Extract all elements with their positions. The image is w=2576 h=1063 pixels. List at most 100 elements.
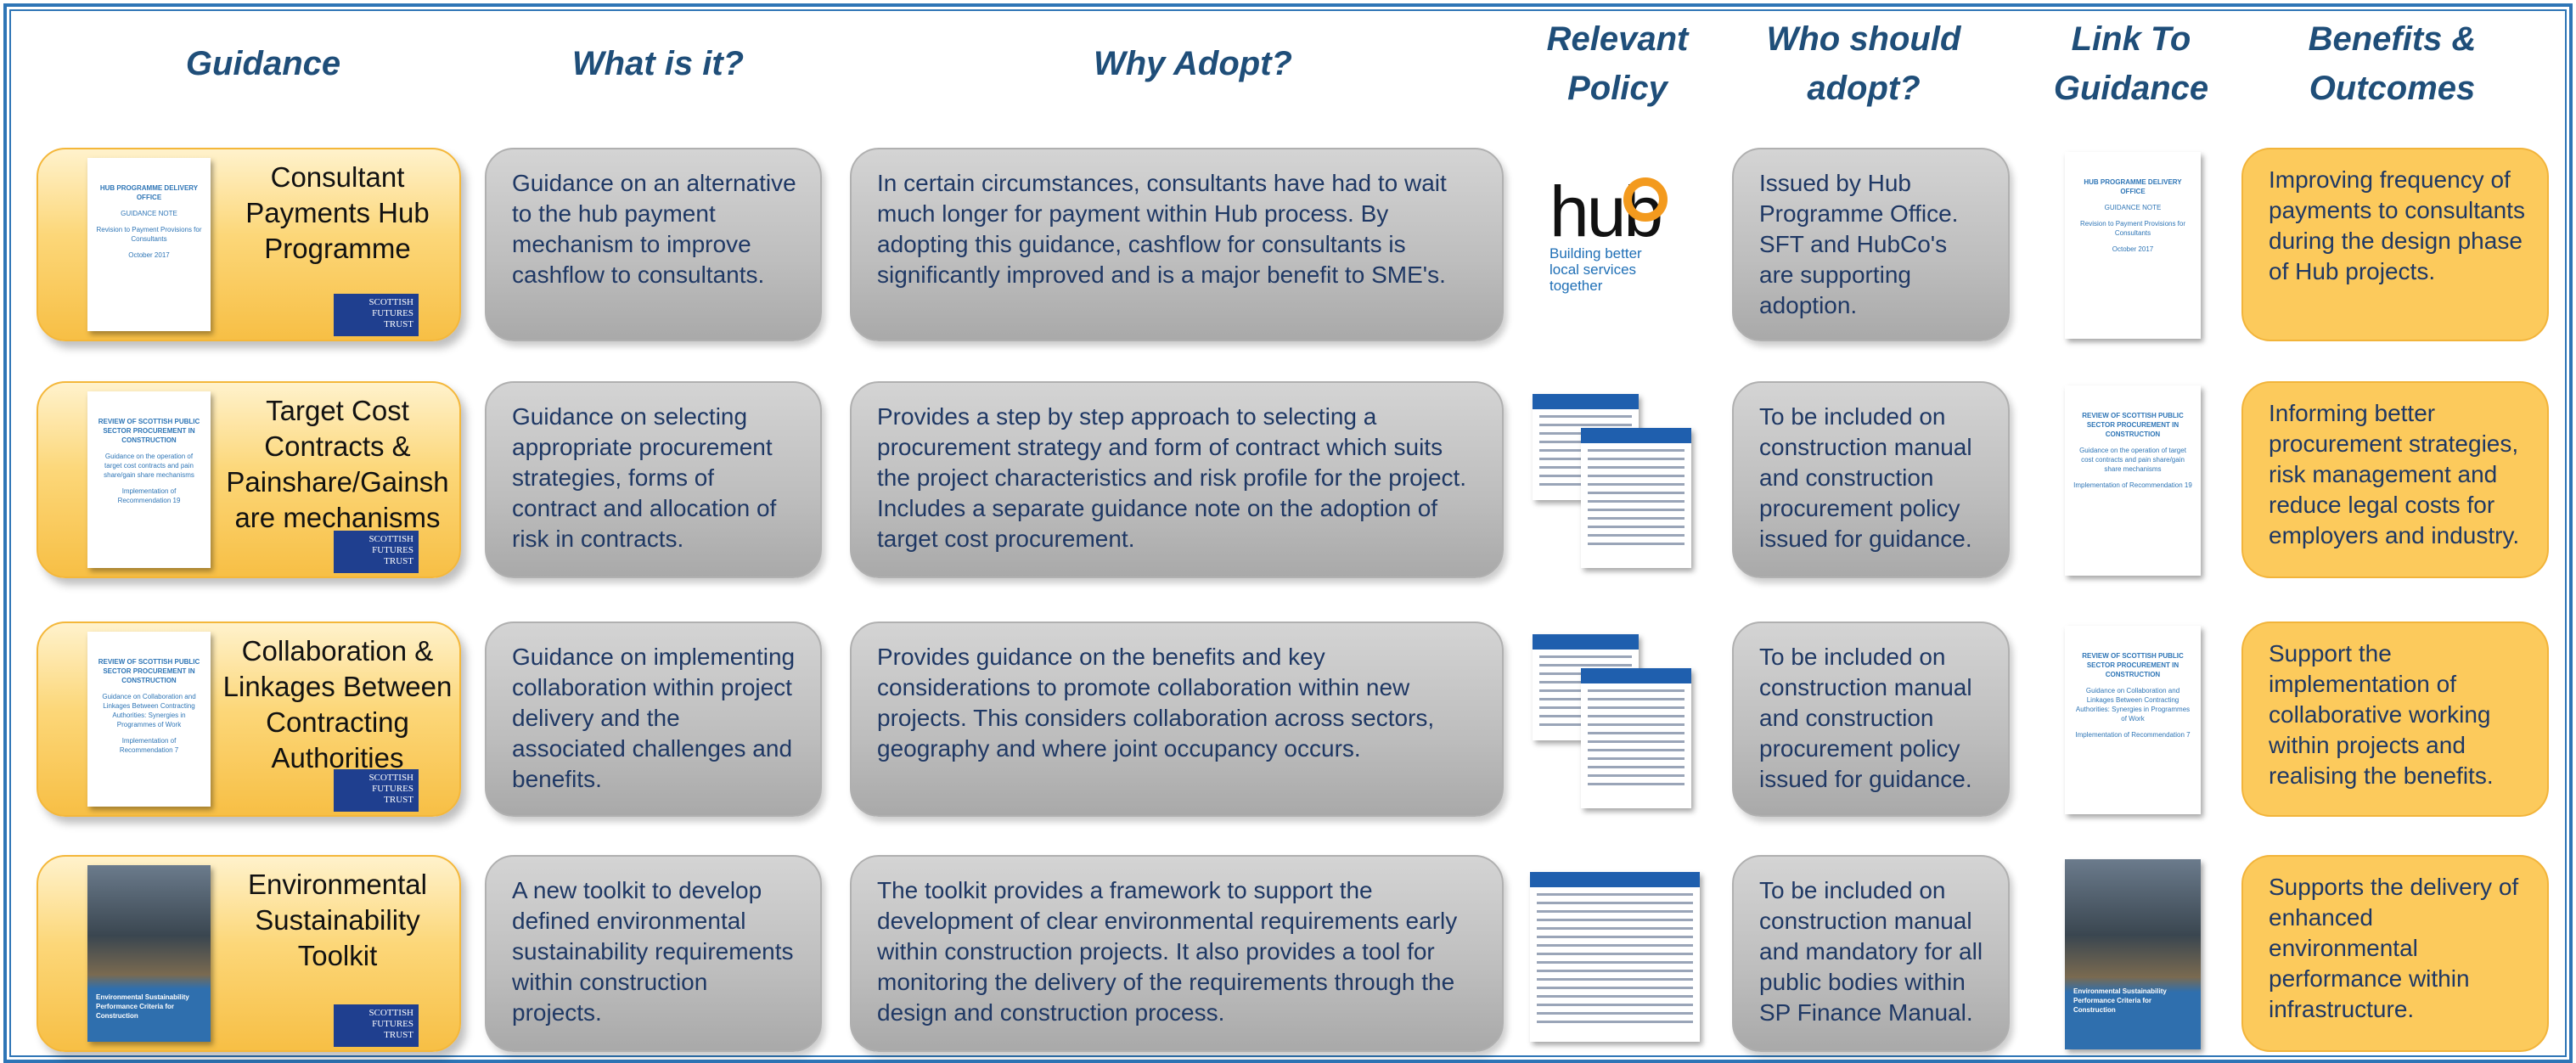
document-cover: HUB PROGRAMME DELIVERY OFFICE GUIDANCE NO…: [2065, 152, 2201, 339]
doc-line: [1537, 902, 1693, 904]
document-cover: Environmental Sustainability Performance…: [2065, 859, 2201, 1049]
doc-line: [1539, 424, 1632, 426]
hub-tagline: Building better local services together: [1550, 245, 1642, 294]
frame: [3, 3, 2573, 1063]
who-text: Issued by Hub Programme Office. SFT and …: [1759, 170, 1959, 318]
logo-text: TRUST: [384, 319, 413, 329]
cover-text: REVIEW OF SCOTTISH PUBLIC SECTOR PROCURE…: [2082, 412, 2184, 438]
doc-line: [1537, 1021, 1693, 1023]
who-box: To be included on construction manual an…: [1732, 381, 2010, 578]
doc-line: [1537, 936, 1693, 938]
benefits-box: Support the implementation of collaborat…: [2241, 621, 2549, 817]
doc-line: [1588, 689, 1685, 692]
doc-line: [1539, 415, 1632, 418]
guidance-title: Environmental Sustainability Toolkit: [248, 869, 427, 971]
doc-line: [1537, 910, 1693, 913]
what-text: Guidance on an alternative to the hub pa…: [512, 170, 796, 288]
why-box: The toolkit provides a framework to supp…: [850, 855, 1504, 1052]
doc-line: [1588, 509, 1685, 511]
doc-line: [1537, 1004, 1693, 1006]
doc-line: [1588, 723, 1685, 726]
doc-line: [1588, 715, 1685, 717]
logo-text: FUTURES: [372, 784, 413, 794]
sft-logo: SCOTTISH FUTURES TRUST: [334, 1004, 419, 1047]
logo-text: FUTURES: [372, 308, 413, 318]
document-cover: HUB PROGRAMME DELIVERY OFFICE GUIDANCE NO…: [87, 158, 211, 331]
who-text: To be included on construction manual an…: [1759, 877, 1983, 1026]
hub-name: hub: [1550, 172, 1663, 251]
doc-line: [1537, 919, 1693, 921]
doc-line: [1537, 995, 1693, 998]
document-cover: Environmental Sustainability Performance…: [87, 865, 211, 1042]
sft-logo: SCOTTISH FUTURES TRUST: [334, 769, 419, 812]
doc-line: [1588, 783, 1685, 785]
doc-line: [1537, 987, 1693, 989]
cover-text: Guidance on the operation of target cost…: [2079, 447, 2186, 473]
doc-line: [1537, 944, 1693, 947]
cover-text: October 2017: [2112, 245, 2154, 253]
guidance-title: Target Cost Contracts & Painshare/Gainsh…: [226, 395, 449, 533]
what-box: Guidance on selecting appropriate procur…: [485, 381, 822, 578]
cover-text: October 2017: [128, 251, 170, 259]
why-text: Provides guidance on the benefits and ke…: [877, 644, 1435, 762]
benefits-box: Supports the delivery of enhanced enviro…: [2241, 855, 2549, 1052]
benefits-box: Improving frequency of payments to consu…: [2241, 148, 2549, 341]
doc-line: [1588, 534, 1685, 537]
doc-line: [1588, 458, 1685, 460]
what-box: A new toolkit to develop defined environ…: [485, 855, 822, 1052]
document-cover: REVIEW OF SCOTTISH PUBLIC SECTOR PROCURE…: [87, 391, 211, 568]
logo-text: TRUST: [384, 795, 413, 805]
who-text: To be included on construction manual an…: [1759, 644, 1972, 792]
doc-line: [1588, 517, 1685, 520]
column-header: Link To Guidance: [2053, 20, 2209, 107]
cover-text: Environmental Sustainability Performance…: [96, 993, 189, 1020]
sft-logo: SCOTTISH FUTURES TRUST: [334, 294, 419, 336]
what-text: A new toolkit to develop defined environ…: [512, 877, 794, 1026]
logo-text: SCOTTISH: [368, 773, 413, 783]
doc-line: [1537, 953, 1693, 955]
benefits-text: Support the implementation of collaborat…: [2269, 640, 2494, 789]
who-box: To be included on construction manual an…: [1732, 855, 2010, 1052]
column-header: Why Adopt?: [1093, 45, 1292, 82]
cover-text: Implementation of Recommendation 7: [119, 737, 179, 754]
cover-text: Implementation of Recommendation 19: [117, 487, 181, 504]
logo-text: FUTURES: [372, 1019, 413, 1029]
hub-ring: [1623, 177, 1668, 222]
cover-text: GUIDANCE NOTE: [121, 210, 177, 217]
guidance-title: Collaboration & Linkages Between Contrac…: [222, 635, 453, 773]
cover-text: GUIDANCE NOTE: [2104, 204, 2162, 211]
doc-line: [1588, 706, 1685, 709]
doc-line: [1537, 1012, 1693, 1015]
doc-line: [1537, 927, 1693, 930]
why-box: In certain circumstances, consultants ha…: [850, 148, 1504, 341]
doc-line: [1537, 978, 1693, 981]
logo-text: FUTURES: [372, 545, 413, 555]
benefits-text: Informing better procurement strategies,…: [2269, 400, 2520, 548]
doc-line: [1537, 970, 1693, 972]
column-header: Who should adopt?: [1766, 20, 1961, 107]
who-box: To be included on construction manual an…: [1732, 621, 2010, 817]
doc-line: [1588, 526, 1685, 528]
doc-line: [1588, 500, 1685, 503]
benefits-text: Improving frequency of payments to consu…: [2269, 166, 2525, 284]
who-box: Issued by Hub Programme Office. SFT and …: [1732, 148, 2010, 341]
doc-line: [1537, 961, 1693, 964]
cover-text: Guidance on Collaboration and Linkages B…: [2075, 687, 2191, 723]
document-cover: REVIEW OF SCOTTISH PUBLIC SECTOR PROCURE…: [2065, 626, 2201, 814]
sft-logo: SCOTTISH FUTURES TRUST: [334, 531, 419, 573]
doc-line: [1588, 732, 1685, 734]
why-text: Provides a step by step approach to sele…: [877, 403, 1467, 552]
cover-text: Revision to Payment Provisions for Consu…: [2079, 220, 2186, 237]
what-text: Guidance on selecting appropriate procur…: [512, 403, 777, 552]
guidance-title: Consultant Payments Hub Programme: [245, 161, 430, 264]
benefits-text: Supports the delivery of enhanced enviro…: [2269, 874, 2519, 1022]
cover-text: HUB PROGRAMME DELIVERY OFFICE: [99, 184, 199, 201]
column-header: Benefits & Outcomes: [2308, 20, 2477, 107]
cover-text: Guidance on the operation of target cost…: [104, 453, 194, 479]
column-header: Guidance: [185, 45, 341, 82]
doc-line: [1588, 757, 1685, 760]
policy-document: [1530, 872, 1700, 1042]
document-cover: REVIEW OF SCOTTISH PUBLIC SECTOR PROCURE…: [87, 632, 211, 807]
logo-text: SCOTTISH: [368, 297, 413, 307]
